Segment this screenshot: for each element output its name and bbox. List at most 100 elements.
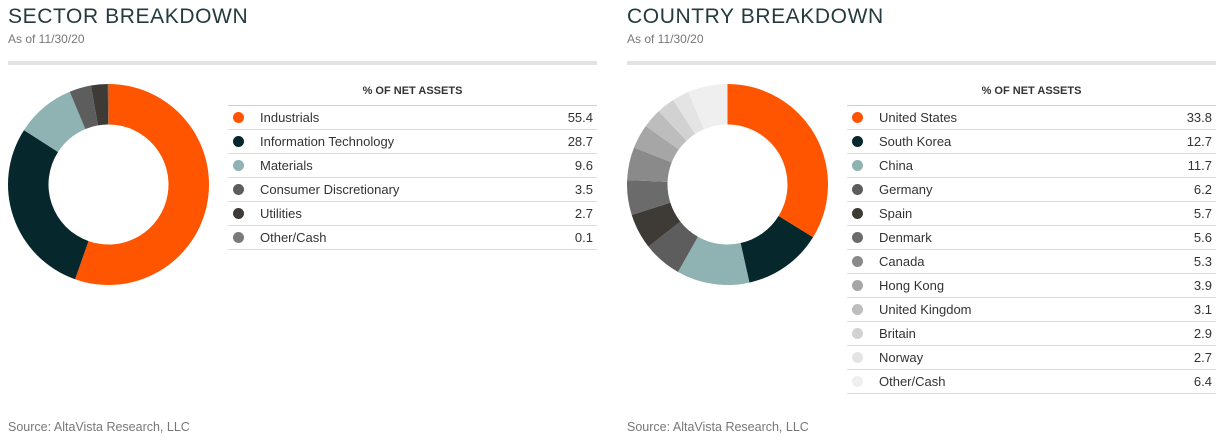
country-table-row: South Korea 12.7 — [847, 130, 1216, 154]
sector-slice-utilities — [90, 84, 109, 126]
legend-label: United Kingdom — [879, 302, 972, 317]
legend-swatch — [852, 328, 863, 339]
country-slice-south-korea — [740, 216, 814, 283]
country-table-row: United Kingdom 3.1 — [847, 298, 1216, 322]
sector-slice-information-technology — [8, 130, 89, 280]
country-table-body: United States 33.8 South Korea 12.7 China 11.… — [847, 106, 1216, 394]
sector-table-row: Information Technology 28.7 — [228, 130, 597, 154]
legend-value: 3.1 — [1193, 302, 1212, 317]
legend-label: Britain — [879, 326, 916, 341]
legend-swatch — [852, 280, 863, 291]
legend-swatch — [233, 232, 244, 243]
country-as-of-date: As of 11/30/20 — [627, 32, 704, 46]
legend-label: Canada — [879, 254, 925, 269]
country-table-row: Canada 5.3 — [847, 250, 1216, 274]
sector-divider — [8, 61, 597, 65]
legend-value: 5.7 — [1193, 206, 1212, 221]
country-donut-chart — [627, 84, 828, 285]
sector-table-row: Consumer Discretionary 3.5 — [228, 178, 597, 202]
sector-slice-industrials — [75, 84, 209, 285]
legend-swatch — [852, 352, 863, 363]
legend-label: Germany — [879, 182, 933, 197]
country-slice-other-cash — [688, 84, 728, 130]
country-slice-china — [677, 236, 750, 285]
country-slice-britain — [658, 99, 696, 141]
sector-slice-materials — [23, 91, 86, 153]
country-slice-united-kingdom — [645, 111, 687, 150]
country-table-row: United States 33.8 — [847, 106, 1216, 130]
legend-swatch — [852, 208, 863, 219]
legend-value: 6.2 — [1193, 182, 1212, 197]
legend-swatch — [233, 160, 244, 171]
legend-label: Norway — [879, 350, 924, 365]
legend-label: Other/Cash — [879, 374, 946, 389]
legend-value: 2.7 — [574, 206, 593, 221]
legend-value: 12.7 — [1186, 134, 1212, 149]
country-slice-canada — [627, 147, 672, 182]
sector-table-row: Materials 9.6 — [228, 154, 597, 178]
legend-value: 3.9 — [1193, 278, 1212, 293]
country-table-row: China 11.7 — [847, 154, 1216, 178]
sector-breakdown-panel: SECTOR BREAKDOWN As of 11/30/20 % OF NET… — [8, 0, 598, 446]
legend-value: 11.7 — [1187, 158, 1212, 173]
legend-label: South Korea — [879, 134, 952, 149]
sector-source: Source: AltaVista Research, LLC — [8, 420, 190, 434]
legend-label: Hong Kong — [879, 278, 945, 293]
country-table-header: % OF NET ASSETS — [847, 76, 1216, 106]
legend-label: Denmark — [879, 230, 932, 245]
country-divider — [627, 61, 1216, 65]
legend-swatch — [852, 256, 863, 267]
country-table-row: Denmark 5.6 — [847, 226, 1216, 250]
legend-swatch — [233, 112, 244, 123]
legend-swatch — [233, 136, 244, 147]
sector-table-row: Other/Cash 0.1 — [228, 226, 597, 250]
legend-swatch — [852, 184, 863, 195]
legend-label: China — [879, 158, 913, 173]
sector-as-of-date: As of 11/30/20 — [8, 32, 85, 46]
sector-slice-consumer-discretionary — [69, 85, 98, 130]
sector-table-header: % OF NET ASSETS — [228, 76, 597, 106]
sector-slice-other-cash — [107, 84, 109, 125]
country-table-row: Britain 2.9 — [847, 322, 1216, 346]
country-table-row: Other/Cash 6.4 — [847, 370, 1216, 394]
country-slice-united-states — [727, 84, 828, 238]
sector-table-row: Industrials 55.4 — [228, 106, 597, 130]
legend-label: Utilities — [260, 206, 302, 221]
sector-table-body: Industrials 55.4 Information Technology 28.… — [228, 106, 597, 250]
sector-table-row: Utilities 2.7 — [228, 202, 597, 226]
sector-donut-chart — [8, 84, 209, 285]
legend-swatch — [852, 304, 863, 315]
sector-title: SECTOR BREAKDOWN — [8, 5, 249, 28]
country-table-row: Hong Kong 3.9 — [847, 274, 1216, 298]
country-source: Source: AltaVista Research, LLC — [627, 420, 809, 434]
country-slice-hong-kong — [634, 125, 679, 163]
country-breakdown-panel: COUNTRY BREAKDOWN As of 11/30/20 % OF NE… — [627, 0, 1217, 446]
legend-swatch — [852, 232, 863, 243]
legend-swatch — [233, 184, 244, 195]
country-slice-germany — [648, 221, 698, 272]
legend-label: Consumer Discretionary — [260, 182, 400, 197]
legend-value: 0.1 — [574, 230, 593, 245]
country-slice-norway — [673, 92, 705, 135]
country-table-row: Germany 6.2 — [847, 178, 1216, 202]
legend-label: Industrials — [260, 110, 320, 125]
legend-value: 5.3 — [1193, 254, 1212, 269]
legend-swatch — [233, 208, 244, 219]
country-table-row: Spain 5.7 — [847, 202, 1216, 226]
country-title: COUNTRY BREAKDOWN — [627, 5, 884, 28]
legend-swatch — [852, 112, 863, 123]
country-table: % OF NET ASSETS United States 33.8 South K… — [847, 76, 1216, 394]
sector-table: % OF NET ASSETS Industrials 55.4 Informati… — [228, 76, 597, 250]
legend-label: Information Technology — [260, 134, 395, 149]
legend-value: 33.8 — [1186, 110, 1212, 125]
legend-label: Materials — [260, 158, 313, 173]
legend-swatch — [852, 160, 863, 171]
legend-value: 2.9 — [1193, 326, 1212, 341]
legend-label: Spain — [879, 206, 913, 221]
legend-swatch — [852, 136, 863, 147]
country-table-row: Norway 2.7 — [847, 346, 1216, 370]
legend-value: 2.7 — [1193, 350, 1212, 365]
country-slice-denmark — [627, 180, 671, 215]
legend-swatch — [852, 376, 863, 387]
legend-value: 5.6 — [1193, 230, 1212, 245]
